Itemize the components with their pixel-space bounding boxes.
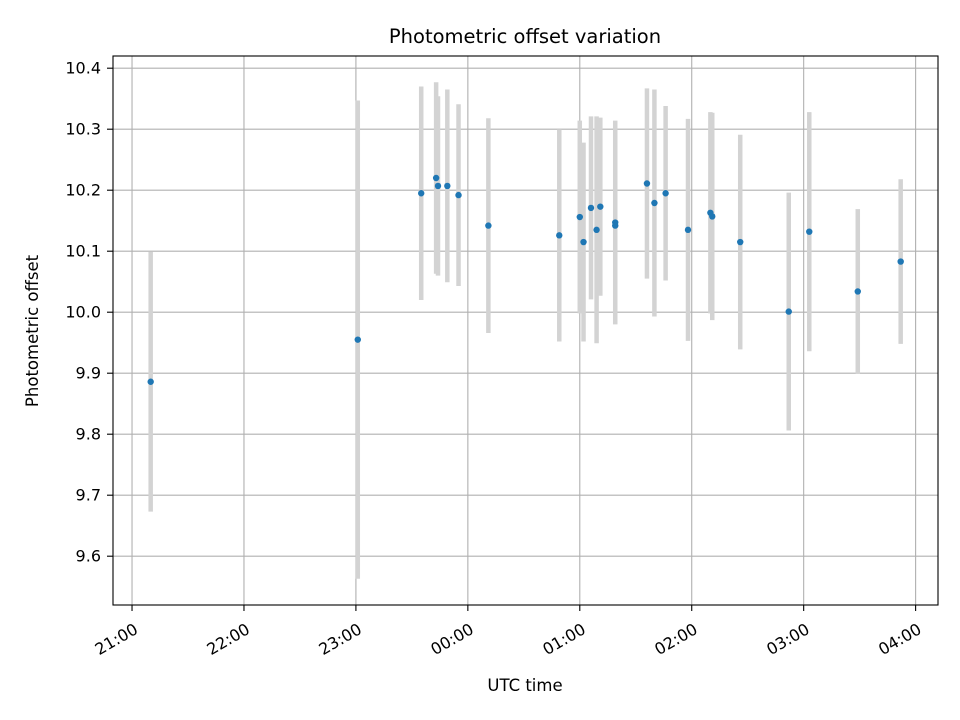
y-tick-label: 9.6	[76, 547, 101, 566]
data-point	[643, 180, 651, 187]
y-tick-label: 10.3	[65, 120, 101, 139]
y-tick-label: 9.9	[76, 364, 101, 383]
data-point	[455, 191, 462, 199]
data-point	[662, 190, 669, 197]
data-point	[147, 378, 154, 385]
data-point	[651, 199, 658, 207]
data-point	[785, 308, 792, 315]
data-point	[597, 203, 604, 210]
data-point	[434, 182, 442, 190]
data-point	[444, 182, 451, 190]
data-point	[709, 213, 716, 220]
data-point	[737, 238, 744, 246]
data-point	[587, 204, 595, 212]
y-tick-label: 10.0	[65, 303, 101, 322]
y-tick-label: 9.7	[76, 486, 101, 505]
plot-area-frame	[112, 55, 939, 606]
grid-layer	[113, 56, 938, 605]
data-point	[576, 213, 583, 221]
data-point	[897, 258, 904, 265]
data-point	[684, 226, 692, 234]
chart-title: Photometric offset variation	[389, 25, 661, 48]
y-axis-title: Photometric offset	[23, 254, 42, 407]
data-point	[612, 222, 619, 229]
data-point	[580, 238, 587, 246]
data-point	[806, 228, 813, 235]
y-tick-label: 9.8	[76, 425, 101, 444]
x-axis-title: UTC time	[487, 676, 562, 695]
data-point	[418, 190, 425, 197]
point-layer	[147, 174, 904, 385]
data-point	[432, 174, 440, 182]
data-point	[556, 232, 563, 239]
data-point	[485, 222, 492, 229]
data-point	[854, 288, 861, 295]
y-tick-label: 10.1	[65, 242, 101, 261]
data-point	[593, 226, 600, 234]
data-point	[354, 336, 361, 343]
y-tick-label: 10.2	[65, 181, 101, 200]
y-tick-label: 10.4	[65, 59, 101, 78]
